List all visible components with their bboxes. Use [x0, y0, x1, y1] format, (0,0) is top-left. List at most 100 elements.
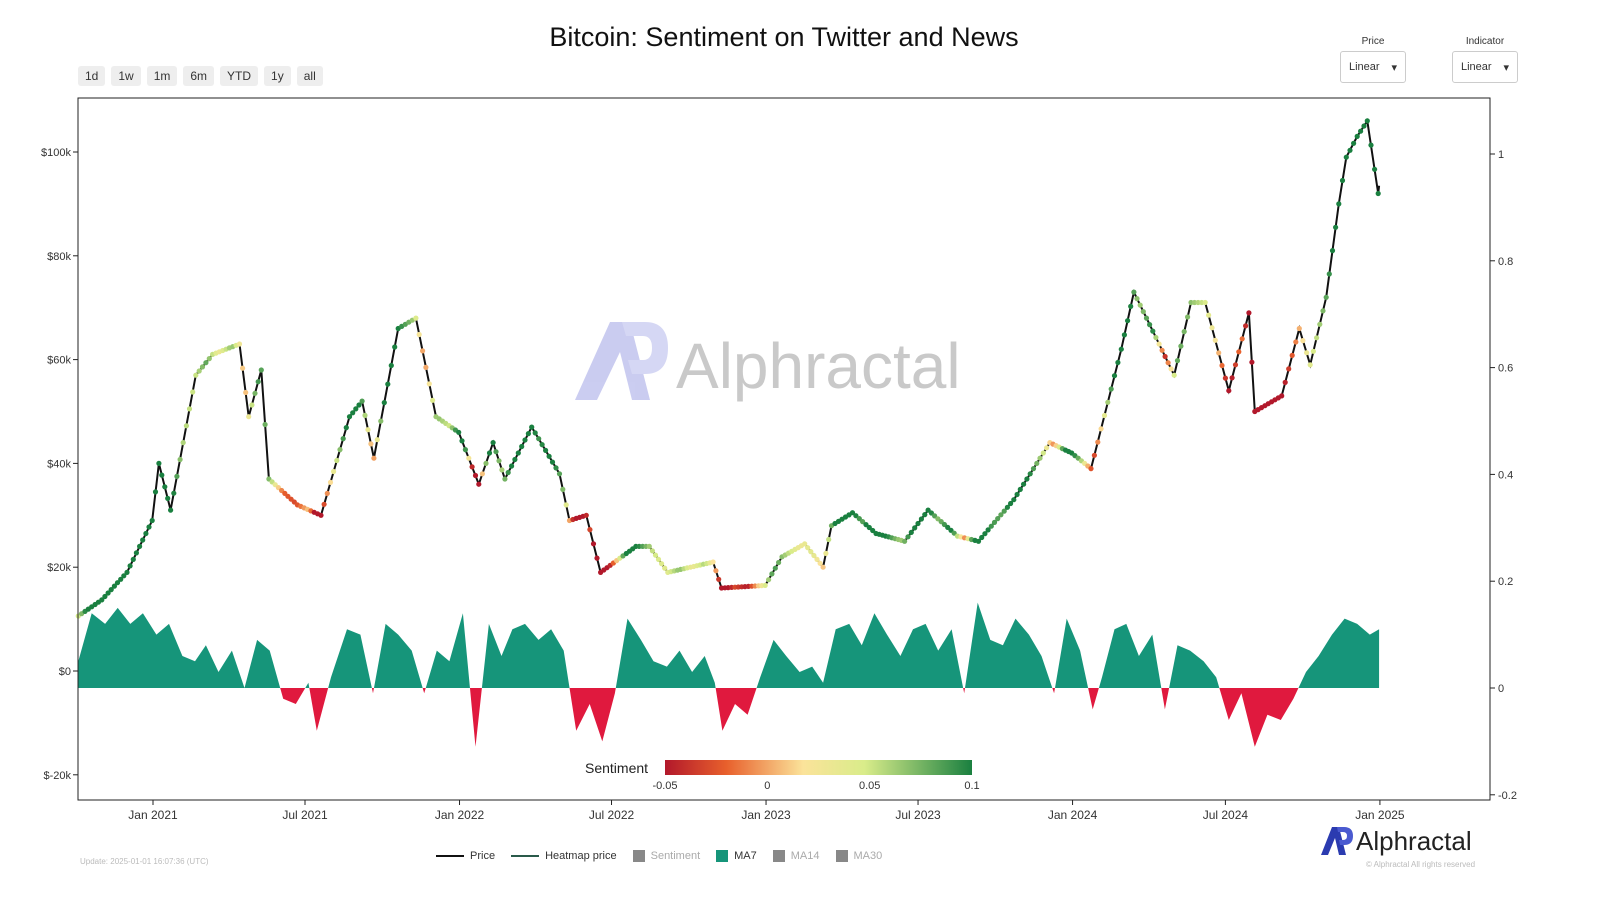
colorbar-label: Sentiment — [585, 760, 649, 776]
heatmap-price-point — [365, 427, 371, 433]
heatmap-price-point — [340, 436, 346, 442]
heatmap-price-point — [388, 362, 394, 369]
heatmap-price-point — [995, 516, 1001, 522]
heatmap-price-point — [472, 472, 479, 479]
heatmap-price-point — [556, 471, 563, 477]
heatmap-price-point — [99, 597, 105, 603]
heatmap-price-point — [979, 534, 985, 541]
legend-price[interactable]: Price — [436, 850, 495, 862]
heatmap-price-point — [162, 484, 168, 490]
heatmap-price-point — [509, 463, 515, 469]
heatmap-price-point — [1195, 299, 1201, 306]
heatmap-price-point — [1329, 248, 1336, 254]
legend-ma14[interactable]: MA14 — [772, 850, 820, 862]
heatmap-price-point — [922, 511, 928, 518]
heatmap-price-point — [1216, 350, 1222, 356]
heatmap-price-point — [1108, 386, 1114, 392]
heatmap-price-point — [1239, 336, 1245, 342]
heatmap-price-point — [1279, 393, 1285, 399]
heatmap-price-point — [416, 331, 422, 338]
heatmap-price-point — [766, 577, 772, 583]
y-left-tick-label: $80k — [47, 251, 71, 263]
heatmap-price-point — [114, 580, 121, 586]
legend-sentiment-label: Sentiment — [650, 850, 701, 862]
legend-sentiment[interactable]: Sentiment — [632, 850, 701, 862]
range-1m-button[interactable]: 1m — [146, 66, 178, 86]
heatmap-price-point — [1289, 352, 1295, 358]
heatmap-price-point — [1336, 201, 1342, 207]
heatmap-price-point — [1115, 359, 1121, 366]
heatmap-price-point — [462, 447, 468, 453]
heatmap-price-point — [346, 414, 353, 420]
range-1w-button[interactable]: 1w — [111, 66, 141, 86]
heatmap-price-point — [430, 397, 436, 403]
heatmap-price-point — [368, 441, 374, 447]
heatmap-price-point — [817, 560, 823, 566]
heatmap-price-point — [102, 593, 108, 600]
heatmap-price-point — [1310, 348, 1316, 354]
brand-logo: Alphractal — [1320, 826, 1472, 856]
heatmap-price-point — [1091, 452, 1097, 458]
heatmap-price-point — [982, 531, 988, 537]
heatmap-price-point — [563, 502, 569, 508]
legend-ma30-label: MA30 — [853, 850, 883, 862]
heatmap-price-point — [236, 341, 243, 347]
heatmap-price-point — [493, 449, 499, 455]
heatmap-price-point — [710, 559, 716, 565]
heatmap-price-point — [1202, 299, 1208, 306]
y-left-tick-label: $60k — [47, 355, 71, 367]
heatmap-price-point — [374, 437, 380, 443]
indicator-scale-dropdown[interactable]: Linear ▾ — [1452, 51, 1518, 83]
heatmap-price-point — [1232, 362, 1239, 368]
y-right-tick-label: 0 — [1498, 683, 1504, 695]
heatmap-price-point — [991, 519, 998, 526]
range-6m-button[interactable]: 6m — [183, 66, 215, 86]
heatmap-price-point — [1226, 388, 1232, 394]
heatmap-price-point — [1027, 471, 1033, 477]
heatmap-price-point — [590, 541, 597, 547]
range-all-button[interactable]: all — [296, 66, 323, 86]
legend-ma30[interactable]: MA30 — [835, 850, 883, 862]
heatmap-price-point — [762, 582, 768, 589]
heatmap-price-point — [1131, 289, 1137, 295]
price-scale-dropdown[interactable]: Linear ▾ — [1340, 51, 1406, 83]
heatmap-price-point — [180, 440, 186, 446]
heatmap-price-point — [165, 495, 171, 501]
range-1d-button[interactable]: 1d — [78, 66, 106, 86]
heatmap-price-point — [918, 516, 925, 522]
heatmap-price-point — [826, 536, 832, 543]
heatmap-price-point — [769, 571, 775, 577]
heatmap-price-point — [1286, 366, 1292, 372]
heatmap-price-point — [466, 455, 472, 461]
range-ytd-button[interactable]: YTD — [220, 66, 259, 86]
heatmap-price-point — [324, 490, 330, 496]
x-tick-label: Jul 2024 — [1203, 808, 1249, 822]
heatmap-price-point — [1307, 362, 1313, 368]
heatmap-price-point — [1037, 455, 1043, 461]
heatmap-price-point — [902, 538, 908, 544]
heatmap-price-point — [1008, 500, 1014, 507]
legend-heatmap-price[interactable]: Heatmap price — [511, 850, 617, 862]
heatmap-price-point — [252, 390, 258, 396]
heatmap-price-point — [385, 381, 391, 387]
watermark: Alphractal — [575, 322, 961, 402]
heatmap-price-point — [652, 552, 659, 558]
heatmap-price-point — [1351, 140, 1357, 146]
y-left-tick-label: $40k — [47, 458, 71, 470]
heatmap-price-point — [1134, 296, 1140, 302]
heatmap-price-point — [1236, 349, 1242, 355]
x-tick-label: Jan 2021 — [128, 808, 178, 822]
range-1y-button[interactable]: 1y — [264, 66, 291, 86]
heatmap-price-point — [776, 559, 782, 566]
heatmap-price-point — [1017, 486, 1023, 492]
heatmap-price-point — [1162, 353, 1168, 360]
heatmap-price-point — [469, 464, 475, 470]
y-right-tick-label: 0.6 — [1498, 363, 1513, 375]
heatmap-price-point — [426, 381, 432, 387]
heatmap-price-point — [512, 456, 518, 463]
heatmap-price-point — [1088, 466, 1094, 472]
y-right-tick-label: 0.4 — [1498, 469, 1513, 481]
heatmap-price-point — [1358, 128, 1364, 134]
legend-ma7[interactable]: MA7 — [716, 850, 757, 862]
y-left-tick-label: $0 — [59, 666, 71, 678]
